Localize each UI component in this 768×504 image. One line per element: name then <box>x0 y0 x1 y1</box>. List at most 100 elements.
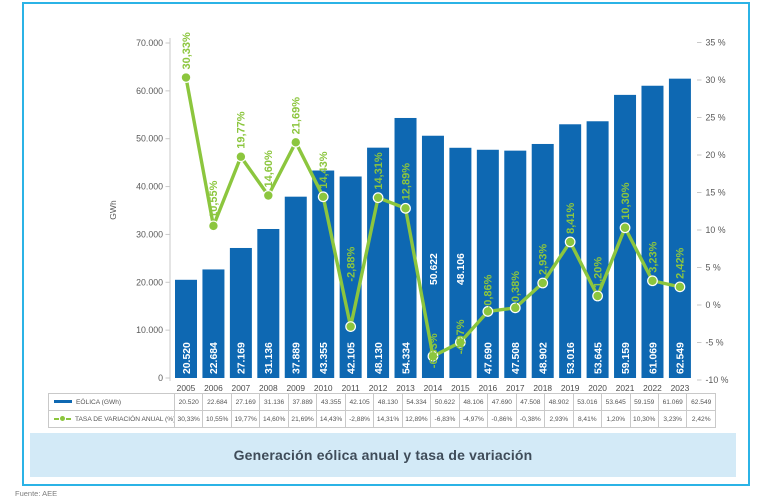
line-label-2013: 12,89% <box>400 163 412 201</box>
legend-series-name: TASA DE VARIACIÓN ANUAL (%) <box>75 415 175 423</box>
right-axis-tick-label: 20 % <box>706 150 726 160</box>
line-label-2006: 10,55% <box>208 180 220 218</box>
x-tick-label-2014: 2014 <box>424 383 443 393</box>
bar-label-2005: 20.520 <box>182 342 193 374</box>
left-axis-tick-label: 10.000 <box>136 325 163 335</box>
left-axis-tick-label: 50.000 <box>136 134 163 144</box>
line-point-2023 <box>674 281 686 293</box>
legend-data-table: EÓLICA (GWh) 20.520 22.684 27.169 31.136 37.8… <box>48 393 716 428</box>
bar-2022 <box>641 85 664 378</box>
legend-label-cell: TASA DE VARIACIÓN ANUAL (%) <box>48 410 175 428</box>
legend-value-cell: 42.105 <box>344 393 375 411</box>
left-axis-title: GWh <box>108 200 118 220</box>
line-point-2011 <box>345 321 357 333</box>
legend-value-cell: 61.069 <box>657 393 688 411</box>
line-label-2005: 30,33% <box>181 32 193 70</box>
line-series-swatch-icon <box>54 416 71 422</box>
legend-value-cell: 62.549 <box>686 393 716 411</box>
legend-value-cell: 48.130 <box>373 393 403 411</box>
chart-frame <box>22 2 750 486</box>
right-axis-tick-label: 15 % <box>706 188 726 198</box>
bar-2021 <box>614 94 637 378</box>
x-tick-label-2013: 2013 <box>396 383 415 393</box>
line-label-2015: -4,97% <box>455 319 467 354</box>
left-axis-tick-label: 0 <box>158 373 163 383</box>
line-label-2009: 21,69% <box>291 97 303 135</box>
legend-value-cell: -0,86% <box>487 410 517 428</box>
bar-2007 <box>229 247 252 378</box>
bar-2023 <box>668 78 691 378</box>
bar-label-2020: 53.645 <box>593 342 604 374</box>
line-label-2019: 8,41% <box>565 203 577 234</box>
x-tick-label-2023: 2023 <box>671 383 690 393</box>
x-tick-label-2009: 2009 <box>286 383 305 393</box>
legend-value-cell: 48.902 <box>544 393 574 411</box>
legend-value-cell: 14,60% <box>259 410 289 428</box>
legend-value-cell: 1,20% <box>601 410 631 428</box>
legend-value-cell: 21,69% <box>287 410 318 428</box>
legend-value-cell: 43.355 <box>316 393 346 411</box>
x-tick-label-2010: 2010 <box>314 383 333 393</box>
bar-label-2006: 22.684 <box>209 342 220 374</box>
legend-row-1: TASA DE VARIACIÓN ANUAL (%) 30,33% 10,55% 1… <box>48 410 716 428</box>
legend-value-cell: -2,88% <box>344 410 375 428</box>
right-axis-tick-label: 0 % <box>706 300 721 310</box>
bar-2009 <box>284 196 307 378</box>
line-point-2013 <box>400 202 411 214</box>
legend-value-cell: 30,33% <box>173 410 204 428</box>
x-tick-label-2017: 2017 <box>506 383 525 393</box>
legend-value-cell: -6,83% <box>430 410 460 428</box>
line-label-2016: -0,86% <box>483 274 495 309</box>
bar-label-2021: 59.159 <box>621 342 632 374</box>
legend-value-cell: 2,42% <box>686 410 716 428</box>
x-tick-label-2021: 2021 <box>616 383 635 393</box>
legend-value-cell: 48.106 <box>458 393 489 411</box>
right-axis-tick-label: 35 % <box>706 38 726 48</box>
legend-value-cell: 50.622 <box>430 393 460 411</box>
legend-value-cell: 10,55% <box>202 410 232 428</box>
line-label-2021: 10,30% <box>620 182 632 220</box>
bar-series-swatch-icon <box>54 400 72 404</box>
x-tick-label-2006: 2006 <box>204 383 223 393</box>
line-label-2012: 14,31% <box>373 152 385 190</box>
x-tick-label-2016: 2016 <box>479 383 498 393</box>
legend-value-cell: 3,23% <box>657 410 688 428</box>
legend-value-cell: 10,30% <box>629 410 659 428</box>
bar-2018 <box>531 143 554 378</box>
chart-title-banner: Generación eólica anual y tasa de variac… <box>30 433 736 477</box>
line-point-2019 <box>564 236 576 248</box>
bar-2016 <box>476 149 499 378</box>
right-axis-tick-label: 30 % <box>706 75 726 85</box>
bar-2015 <box>449 147 472 378</box>
legend-value-cell: 20.520 <box>173 393 204 411</box>
legend-label-cell: EÓLICA (GWh) <box>48 393 175 411</box>
legend-value-cell: 14,43% <box>316 410 346 428</box>
left-axis-tick-label: 30.000 <box>136 229 163 239</box>
bar-label-2017: 47.508 <box>511 342 522 374</box>
legend-row-0: EÓLICA (GWh) 20.520 22.684 27.169 31.136 37.8… <box>48 393 716 411</box>
legend-value-cell: 2,93% <box>544 410 574 428</box>
bar-label-2008: 31.136 <box>264 342 275 374</box>
legend-value-cell: -4,97% <box>458 410 489 428</box>
line-point-2016 <box>482 306 494 317</box>
bar-2008 <box>257 228 280 378</box>
legend-value-cell: 37.889 <box>287 393 318 411</box>
bar-2011 <box>339 176 362 378</box>
bar-2012 <box>367 147 390 378</box>
right-axis-tick-label: -5 % <box>706 338 724 348</box>
line-point-2007 <box>235 151 247 163</box>
bar-label-2010: 43.355 <box>319 342 330 374</box>
line-point-2018 <box>537 277 549 289</box>
x-tick-label-2007: 2007 <box>232 383 251 393</box>
bar-2013 <box>394 117 417 379</box>
left-axis-tick-label: 20.000 <box>136 277 163 287</box>
bar-label-2009: 37.889 <box>292 342 303 374</box>
line-label-2022: 3,23% <box>647 241 659 272</box>
left-axis-tick-label: 40.000 <box>136 182 163 192</box>
line-point-2015 <box>455 336 466 348</box>
source-note: Fuente: AEE <box>15 489 58 498</box>
bar-label-2016: 47.690 <box>484 342 495 374</box>
x-tick-label-2011: 2011 <box>342 383 360 393</box>
chart-title: Generación eólica anual y tasa de variac… <box>233 447 533 463</box>
